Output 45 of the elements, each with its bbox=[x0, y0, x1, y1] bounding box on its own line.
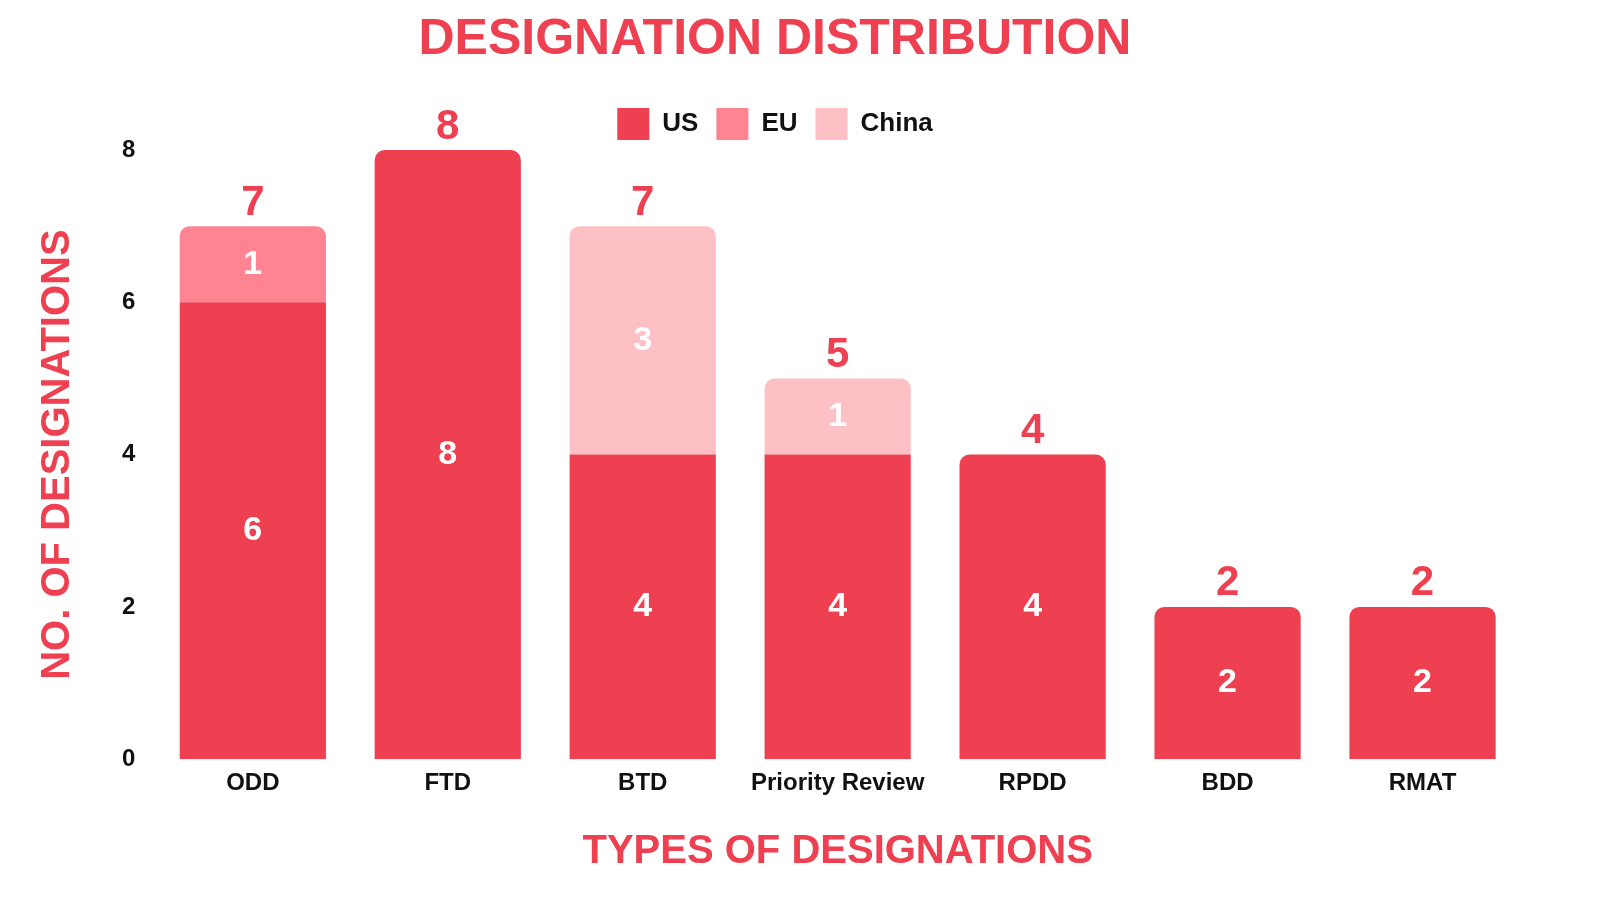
y-axis-title: NO. OF DESIGNATIONS bbox=[33, 229, 78, 680]
x-tick-label: RPDD bbox=[998, 768, 1067, 796]
bar bbox=[764, 454, 911, 760]
data-label: 4 bbox=[828, 585, 848, 624]
x-tick-label: RMAT bbox=[1388, 768, 1457, 796]
legend-label: US bbox=[662, 107, 699, 138]
data-label: 6 bbox=[243, 509, 263, 548]
y-tick-label: 0 bbox=[121, 743, 136, 771]
x-axis-title: TYPES OF DESIGNATIONS bbox=[582, 827, 1093, 872]
bar bbox=[959, 454, 1106, 760]
bar bbox=[179, 226, 326, 303]
x-tick-label: Priority Review bbox=[750, 768, 925, 796]
y-tick-label: 4 bbox=[121, 439, 136, 467]
total-label: 5 bbox=[825, 329, 850, 377]
data-label: 1 bbox=[828, 394, 848, 433]
total-label: 7 bbox=[631, 176, 655, 224]
total-label: 7 bbox=[241, 176, 265, 224]
chart-title: DESIGNATION DISTRIBUTION bbox=[418, 8, 1132, 65]
legend-label: EU bbox=[761, 107, 798, 138]
data-label: 4 bbox=[633, 585, 653, 624]
data-label: 3 bbox=[633, 318, 653, 357]
data-label: 1 bbox=[243, 242, 263, 281]
data-label: 4 bbox=[1023, 585, 1043, 624]
total-label: 2 bbox=[1215, 557, 1240, 605]
bar bbox=[764, 378, 911, 455]
x-tick-label: ODD bbox=[226, 768, 280, 796]
data-label: 2 bbox=[1413, 661, 1432, 700]
bar bbox=[374, 150, 521, 760]
x-tick-label: BDD bbox=[1201, 768, 1254, 796]
legend-label: China bbox=[860, 107, 934, 138]
bar bbox=[569, 454, 716, 760]
y-tick-label: 2 bbox=[121, 591, 136, 619]
bar bbox=[1349, 606, 1496, 760]
data-label: 8 bbox=[438, 432, 458, 471]
x-tick-label: FTD bbox=[424, 768, 472, 796]
total-label: 8 bbox=[436, 100, 460, 148]
total-label: 2 bbox=[1410, 557, 1435, 605]
y-tick-label: 8 bbox=[121, 134, 136, 162]
total-label: 4 bbox=[1020, 405, 1045, 453]
bar bbox=[569, 226, 716, 455]
data-label: 2 bbox=[1218, 661, 1238, 700]
bar bbox=[1154, 606, 1301, 760]
x-tick-label: BTD bbox=[618, 768, 668, 796]
bar bbox=[179, 302, 326, 760]
y-tick-label: 6 bbox=[121, 286, 136, 314]
